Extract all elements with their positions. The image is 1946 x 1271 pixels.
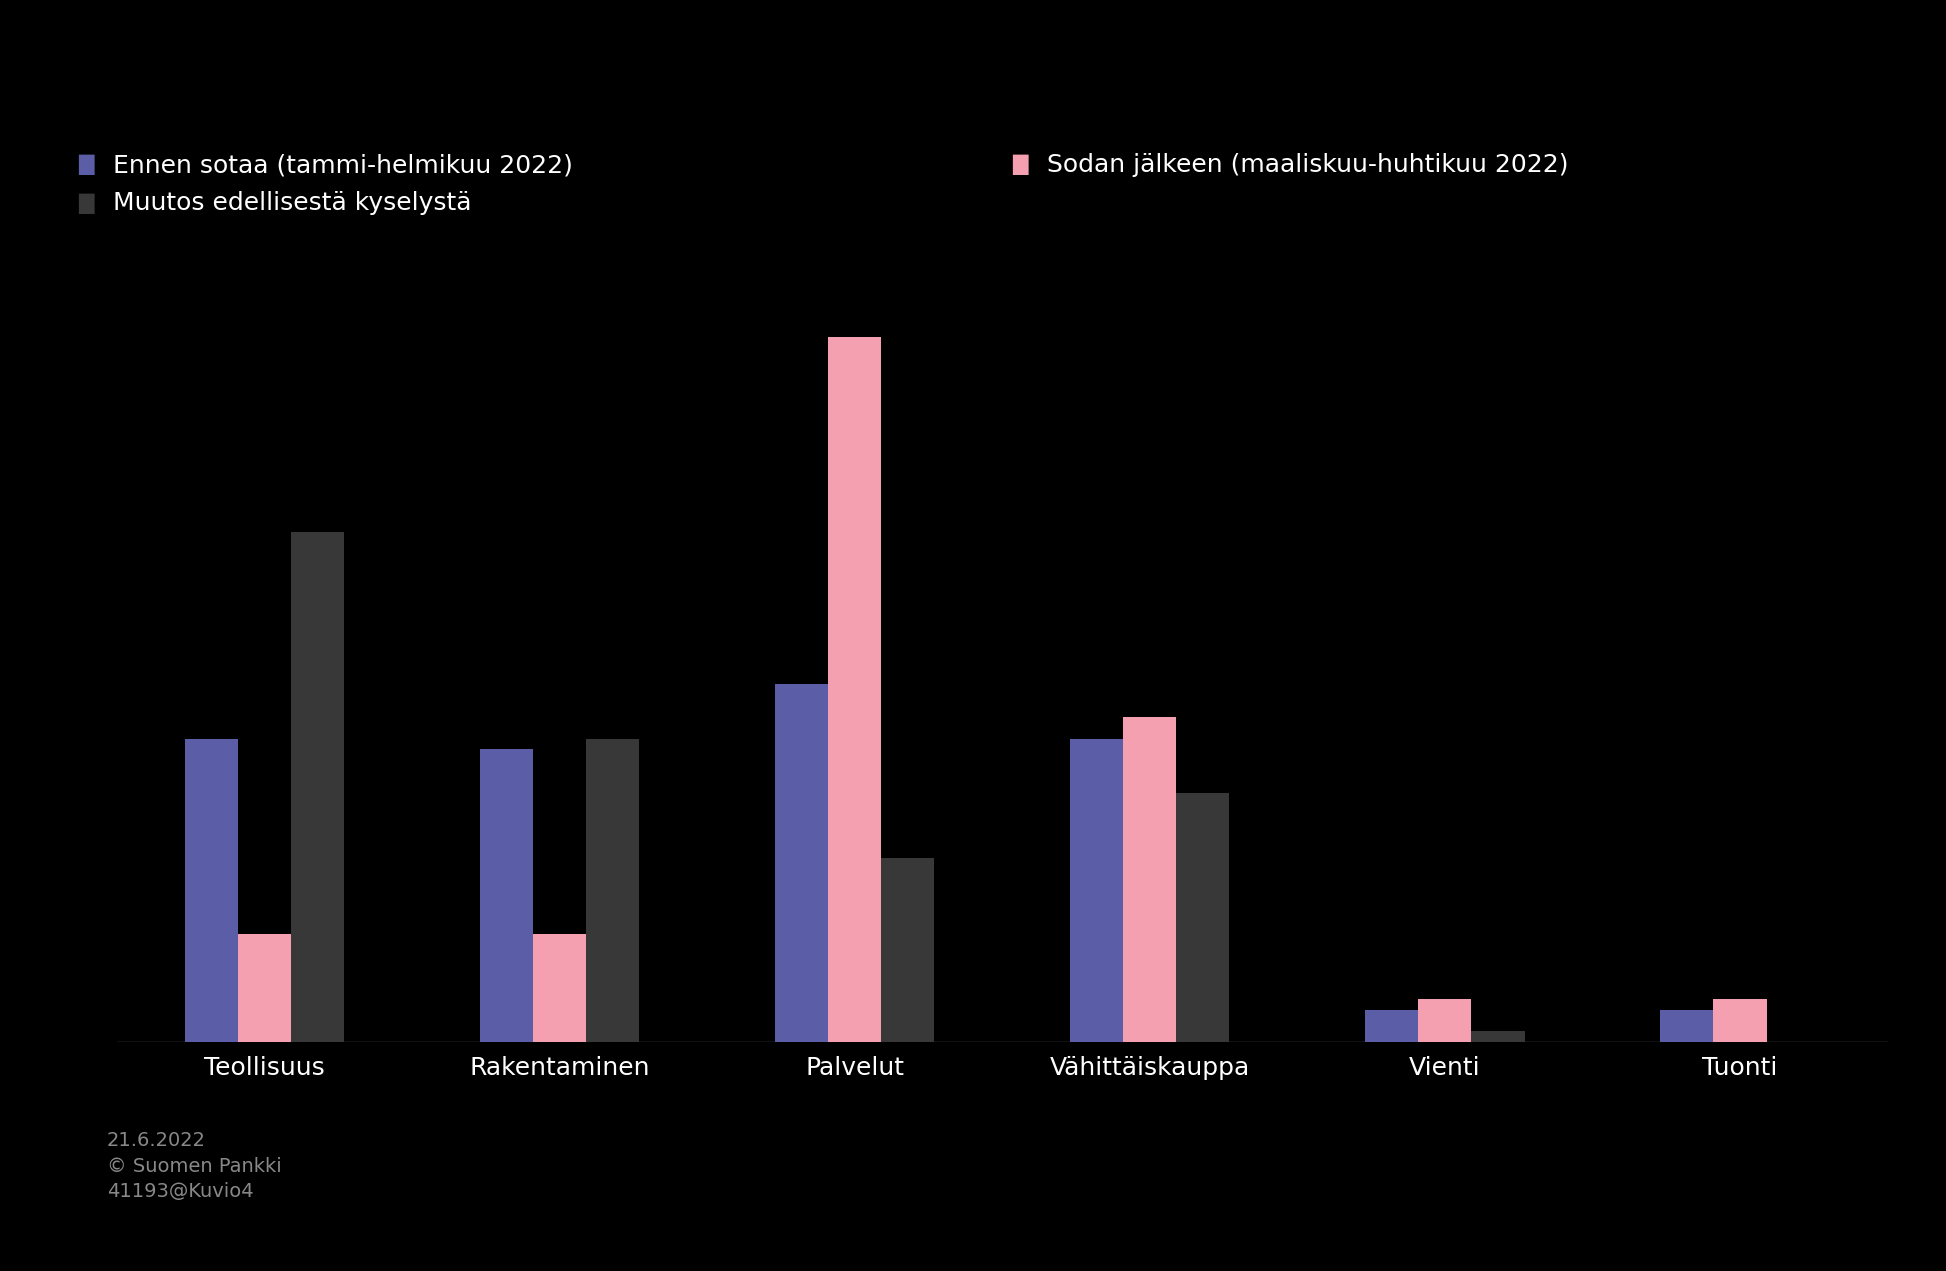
- Bar: [1366, 1009, 1419, 1042]
- Bar: [481, 750, 533, 1042]
- Bar: [290, 533, 344, 1042]
- Bar: [1419, 999, 1471, 1042]
- Bar: [1660, 1009, 1714, 1042]
- Text: © Suomen Pankki: © Suomen Pankki: [107, 1157, 282, 1176]
- Text: 41193@Kuvio4: 41193@Kuvio4: [107, 1182, 253, 1201]
- Bar: [882, 858, 934, 1042]
- Text: Ennen sotaa (tammi-helmikuu 2022): Ennen sotaa (tammi-helmikuu 2022): [113, 154, 572, 177]
- Bar: [1471, 1031, 1524, 1042]
- Bar: [1070, 738, 1123, 1042]
- Bar: [1175, 793, 1230, 1042]
- Bar: [775, 684, 829, 1042]
- Text: 21.6.2022: 21.6.2022: [107, 1131, 206, 1150]
- Text: Sodan jälkeen (maaliskuu-huhtikuu 2022): Sodan jälkeen (maaliskuu-huhtikuu 2022): [1047, 154, 1568, 177]
- Text: █: █: [78, 193, 93, 214]
- Bar: [533, 934, 586, 1042]
- Bar: [185, 738, 237, 1042]
- Text: Muutos edellisestä kyselystä: Muutos edellisestä kyselystä: [113, 192, 471, 215]
- Bar: [586, 738, 638, 1042]
- Bar: [829, 337, 882, 1042]
- Bar: [1714, 999, 1767, 1042]
- Bar: [237, 934, 290, 1042]
- Bar: [1123, 717, 1175, 1042]
- Text: █: █: [1012, 155, 1027, 175]
- Text: █: █: [78, 155, 93, 175]
